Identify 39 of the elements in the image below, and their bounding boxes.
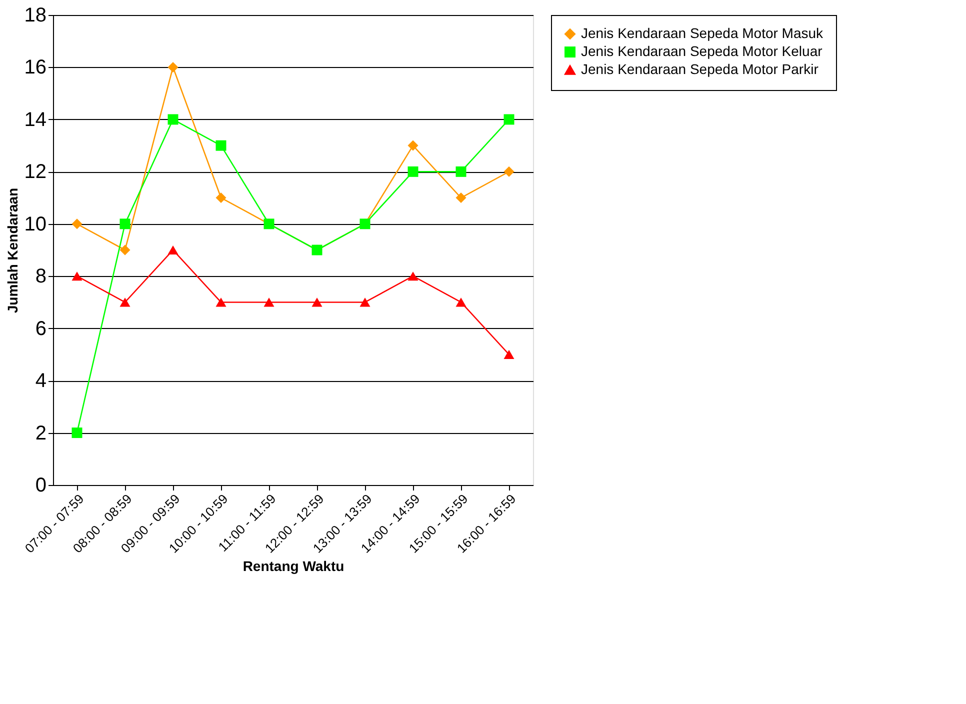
y-tick-label: 10 xyxy=(24,213,46,236)
point xyxy=(168,62,178,72)
y-tick-label: 0 xyxy=(35,474,46,496)
y-tick-label: 2 xyxy=(35,422,46,444)
x-axis-title: Rentang Waktu xyxy=(242,558,344,574)
y-tick-label: 4 xyxy=(35,370,46,392)
y-tick-label: 8 xyxy=(35,266,46,288)
point xyxy=(72,218,82,230)
point xyxy=(120,244,130,256)
point xyxy=(264,298,274,307)
y-tick-label: 6 xyxy=(35,318,46,340)
legend-label: Jenis Kendaraan Sepeda Motor Keluar xyxy=(581,43,823,59)
point xyxy=(504,114,514,125)
point xyxy=(216,140,226,151)
point xyxy=(408,140,418,151)
point xyxy=(312,298,322,307)
y-tick-label: 12 xyxy=(24,161,46,184)
point xyxy=(168,114,178,125)
point xyxy=(216,298,226,307)
y-tick-label: 14 xyxy=(24,108,46,131)
point xyxy=(456,298,466,307)
point xyxy=(504,166,514,177)
point xyxy=(408,166,418,177)
point xyxy=(216,192,226,204)
legend-label: Jenis Kendaraan Sepeda Motor Masuk xyxy=(581,25,824,41)
point xyxy=(120,298,130,307)
y-tick-label: 18 xyxy=(24,4,46,26)
point xyxy=(504,350,514,359)
point xyxy=(120,218,130,230)
point xyxy=(72,428,82,438)
y-tick-label: 16 xyxy=(24,56,46,79)
point xyxy=(72,272,82,281)
legend-label: Jenis Kendaraan Sepeda Motor Parkir xyxy=(581,61,819,77)
y-axis-title: Jumlah Kendaraan xyxy=(4,188,20,314)
point xyxy=(360,298,370,307)
point xyxy=(456,192,466,204)
point xyxy=(456,166,466,177)
point xyxy=(408,272,418,281)
point xyxy=(168,245,178,255)
